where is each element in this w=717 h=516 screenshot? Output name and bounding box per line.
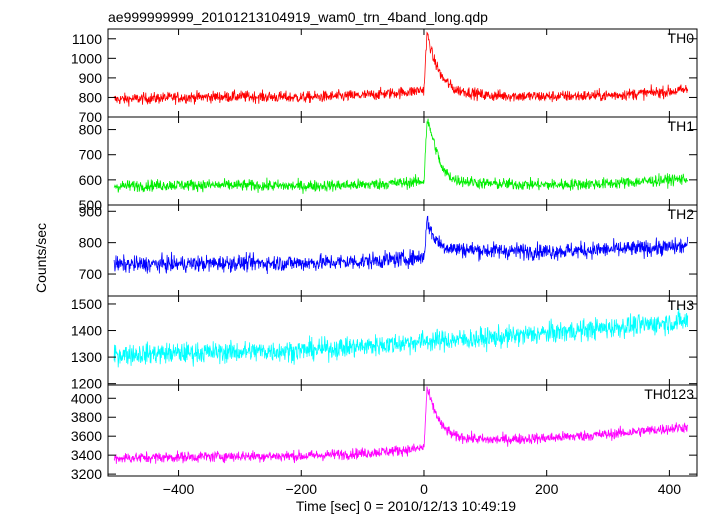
x-tick-label: 400 (658, 481, 682, 497)
y-tick-label: 800 (79, 122, 103, 138)
series-line-th3 (113, 308, 689, 368)
y-tick-label: 1200 (71, 376, 102, 392)
series-line-th0 (113, 31, 689, 107)
y-tick-label: 500 (79, 197, 103, 213)
panel-th0123: 3200 3400 3600 3800 4000 TH0123 (71, 384, 698, 482)
y-tick-label: 900 (79, 70, 103, 86)
panel-frame (107, 28, 698, 118)
x-tick-label: −400 (163, 481, 195, 497)
y-tick-label: 4000 (71, 390, 102, 406)
chart-title: ae999999999_20101213104919_wam0_trn_4ban… (108, 9, 488, 25)
x-tick-label: −200 (285, 481, 317, 497)
y-tick-label: 900 (79, 203, 103, 219)
panel-frame (107, 116, 698, 206)
y-tick-label: 1400 (71, 323, 102, 339)
x-tick-label: 200 (535, 481, 559, 497)
panel-label: TH3 (668, 297, 695, 313)
y-tick-label: 700 (79, 109, 103, 125)
y-tick-label: 1300 (71, 349, 102, 365)
panel-th3: 1200 1300 1400 1500 TH3 (71, 295, 698, 392)
series-line-th2 (113, 215, 689, 275)
y-tick-label: 800 (79, 235, 103, 251)
panel-label: TH0123 (644, 386, 694, 402)
panel-frame (107, 384, 698, 477)
y-tick-label: 700 (79, 266, 103, 282)
series-line-th0123 (113, 386, 689, 464)
x-tick-label: 0 (420, 481, 428, 497)
y-tick-label: 600 (79, 172, 103, 188)
panel-label: TH0 (668, 30, 695, 46)
y-axis-label: Counts/sec (33, 223, 49, 293)
panel-th2: 700 800 900 TH2 (79, 203, 698, 297)
y-tick-label: 1500 (71, 296, 102, 312)
y-tick-label: 3600 (71, 428, 102, 444)
panel-label: TH2 (668, 206, 695, 222)
y-tick-label: 3400 (71, 447, 102, 463)
series-line-th1 (113, 118, 689, 194)
y-tick-label: 3200 (71, 466, 102, 482)
y-tick-label: 3800 (71, 409, 102, 425)
y-tick-label: 1100 (72, 31, 102, 47)
panel-th1: 500 600 700 800 TH1 (79, 116, 698, 213)
panel-label: TH1 (668, 118, 695, 134)
x-axis-label: Time [sec] 0 = 2010/12/13 10:49:19 (296, 498, 516, 514)
y-tick-label: 1000 (71, 50, 102, 66)
panel-th0: 700 800 900 1000 1100 TH0 (71, 28, 698, 125)
y-tick-label: 800 (79, 89, 103, 105)
y-tick-label: 700 (79, 147, 103, 163)
